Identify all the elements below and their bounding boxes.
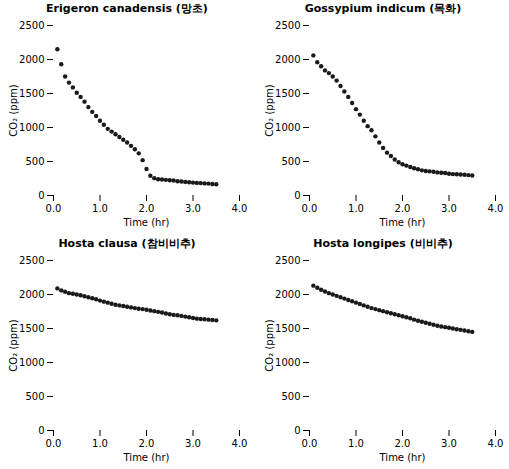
svg-text:CO₂ (ppm): CO₂ (ppm)	[264, 84, 275, 136]
svg-text:2.0: 2.0	[139, 438, 155, 449]
svg-text:CO₂ (ppm): CO₂ (ppm)	[8, 319, 19, 371]
svg-text:Time (hr): Time (hr)	[379, 452, 426, 463]
svg-text:1.0: 1.0	[348, 438, 364, 449]
svg-text:0.0: 0.0	[302, 203, 318, 214]
svg-text:500: 500	[25, 391, 44, 402]
svg-text:4.0: 4.0	[232, 203, 248, 214]
svg-text:0: 0	[294, 425, 300, 436]
svg-text:1000: 1000	[19, 122, 44, 133]
svg-text:1500: 1500	[19, 323, 44, 334]
svg-text:2500: 2500	[275, 20, 300, 31]
svg-text:2000: 2000	[275, 289, 300, 300]
svg-text:2500: 2500	[19, 255, 44, 266]
svg-text:Time (hr): Time (hr)	[379, 217, 426, 228]
svg-text:2000: 2000	[19, 54, 44, 65]
svg-text:2.0: 2.0	[395, 438, 411, 449]
svg-text:1000: 1000	[19, 357, 44, 368]
svg-text:0: 0	[38, 190, 44, 201]
svg-text:1500: 1500	[275, 88, 300, 99]
svg-text:500: 500	[281, 391, 300, 402]
svg-text:0: 0	[38, 425, 44, 436]
svg-text:2.0: 2.0	[139, 203, 155, 214]
svg-text:2000: 2000	[275, 54, 300, 65]
svg-text:1000: 1000	[275, 122, 300, 133]
svg-text:500: 500	[25, 156, 44, 167]
svg-text:3.0: 3.0	[441, 203, 457, 214]
svg-text:0.0: 0.0	[46, 203, 62, 214]
svg-text:1.0: 1.0	[92, 438, 108, 449]
html-text:Erigeron canadensis (망초): Erigeron canadensis (망초)	[46, 2, 208, 15]
svg-text:2500: 2500	[19, 20, 44, 31]
svg-text:4.0: 4.0	[488, 203, 504, 214]
svg-text:3.0: 3.0	[185, 438, 201, 449]
svg-text:4.0: 4.0	[232, 438, 248, 449]
svg-text:1500: 1500	[275, 323, 300, 334]
svg-text:500: 500	[281, 156, 300, 167]
svg-text:3.0: 3.0	[441, 438, 457, 449]
svg-text:Time (hr): Time (hr)	[123, 217, 170, 228]
svg-text:CO₂ (ppm): CO₂ (ppm)	[8, 84, 19, 136]
svg-text:0.0: 0.0	[46, 438, 62, 449]
svg-text:CO₂ (ppm): CO₂ (ppm)	[264, 319, 275, 371]
svg-text:Time (hr): Time (hr)	[123, 452, 170, 463]
svg-text:1.0: 1.0	[348, 203, 364, 214]
svg-text:3.0: 3.0	[185, 203, 201, 214]
svg-text:1000: 1000	[275, 357, 300, 368]
svg-text:4.0: 4.0	[488, 438, 504, 449]
html-text:Hosta longipes (비비추): Hosta longipes (비비추)	[313, 237, 453, 250]
html-text:Hosta clausa (참비비추): Hosta clausa (참비비추)	[58, 237, 196, 250]
html-text:Gossypium indicum (목화): Gossypium indicum (목화)	[304, 2, 462, 15]
svg-text:1500: 1500	[19, 88, 44, 99]
svg-text:2.0: 2.0	[395, 203, 411, 214]
svg-text:1.0: 1.0	[92, 203, 108, 214]
svg-text:2500: 2500	[275, 255, 300, 266]
svg-text:0: 0	[294, 190, 300, 201]
svg-text:0.0: 0.0	[302, 438, 318, 449]
svg-text:2000: 2000	[19, 289, 44, 300]
